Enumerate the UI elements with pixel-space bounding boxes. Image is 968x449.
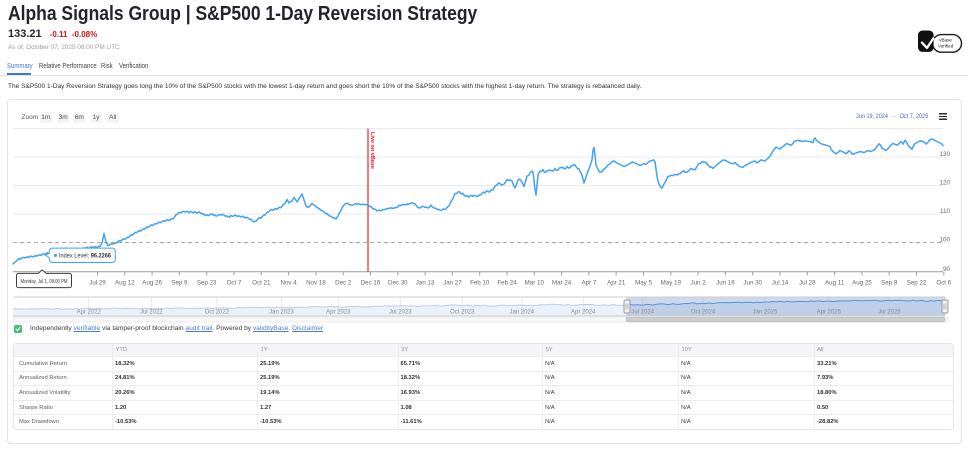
svg-text:Jan 27: Jan 27 bbox=[443, 280, 462, 287]
svg-text:Nov 4: Nov 4 bbox=[281, 280, 298, 287]
svg-text:Jun 30: Jun 30 bbox=[743, 280, 762, 287]
svg-text:Dec 30: Dec 30 bbox=[388, 280, 408, 287]
svg-text:Feb 10: Feb 10 bbox=[470, 280, 490, 287]
svg-text:Jul 14: Jul 14 bbox=[772, 280, 789, 287]
svg-text:110: 110 bbox=[940, 208, 951, 215]
svg-text:May 19: May 19 bbox=[661, 280, 682, 287]
svg-text:Oct 21: Oct 21 bbox=[252, 280, 271, 287]
svg-text:Aug 26: Aug 26 bbox=[142, 280, 162, 287]
svg-text:Sep 9: Sep 9 bbox=[171, 280, 188, 287]
svg-text:Apr 21: Apr 21 bbox=[607, 280, 626, 287]
svg-text:Jul 2022: Jul 2022 bbox=[140, 310, 163, 316]
svg-text:130: 130 bbox=[939, 151, 950, 158]
svg-text:Apr 2022: Apr 2022 bbox=[77, 310, 102, 316]
svg-text:Index Level: 96.2266: Index Level: 96.2266 bbox=[59, 254, 112, 260]
svg-text:Oct 2024: Oct 2024 bbox=[691, 310, 716, 316]
svg-text:120: 120 bbox=[939, 180, 950, 187]
svg-text:Verified: Verified bbox=[938, 44, 954, 49]
svg-text:Apr 2025: Apr 2025 bbox=[817, 310, 842, 316]
svg-text:Sep 23: Sep 23 bbox=[197, 280, 217, 287]
svg-text:Dec 16: Dec 16 bbox=[361, 280, 381, 287]
svg-text:Sep 22: Sep 22 bbox=[907, 280, 927, 287]
svg-text:Sep 8: Sep 8 bbox=[881, 280, 898, 287]
svg-text:Feb 24: Feb 24 bbox=[497, 280, 517, 287]
svg-text:Oct 2022: Oct 2022 bbox=[205, 310, 230, 316]
svg-text:Jan 2023: Jan 2023 bbox=[269, 310, 294, 316]
svg-text:Apr 2023: Apr 2023 bbox=[326, 310, 351, 316]
svg-text:Live on vBase: Live on vBase bbox=[369, 132, 375, 169]
svg-text:Apr 2024: Apr 2024 bbox=[571, 310, 596, 316]
svg-text:Nov 18: Nov 18 bbox=[306, 280, 326, 287]
svg-text:Apr 7: Apr 7 bbox=[582, 280, 597, 287]
svg-text:Jul 2025: Jul 2025 bbox=[878, 310, 901, 316]
svg-text:Jul 29: Jul 29 bbox=[89, 280, 106, 287]
svg-text:Jan 2025: Jan 2025 bbox=[753, 310, 778, 316]
svg-text:Mar 10: Mar 10 bbox=[525, 280, 545, 287]
svg-text:Oct 2023: Oct 2023 bbox=[450, 310, 475, 316]
svg-text:Jan 13: Jan 13 bbox=[416, 280, 435, 287]
svg-text:Aug 25: Aug 25 bbox=[852, 280, 872, 287]
svg-text:Monday, Jul 1, 08:00 PM: Monday, Jul 1, 08:00 PM bbox=[21, 279, 68, 285]
svg-text:Jun 16: Jun 16 bbox=[716, 280, 735, 287]
svg-text:Oct 6: Oct 6 bbox=[936, 280, 951, 287]
svg-text:Jul 2023: Jul 2023 bbox=[389, 310, 412, 316]
svg-text:100: 100 bbox=[939, 237, 950, 244]
svg-text:May 5: May 5 bbox=[635, 280, 652, 287]
svg-text:Jun 2: Jun 2 bbox=[691, 280, 707, 287]
svg-text:Jul 28: Jul 28 bbox=[799, 280, 816, 287]
svg-text:vBase: vBase bbox=[939, 37, 952, 42]
svg-text:Oct 7: Oct 7 bbox=[227, 280, 242, 287]
svg-text:90: 90 bbox=[943, 266, 951, 273]
svg-text:Aug 12: Aug 12 bbox=[115, 280, 135, 287]
svg-text:Jan 2024: Jan 2024 bbox=[509, 310, 534, 316]
svg-text:Dec 2: Dec 2 bbox=[335, 280, 352, 287]
svg-text:Jul 2024: Jul 2024 bbox=[631, 310, 654, 316]
svg-text:Aug 11: Aug 11 bbox=[825, 280, 845, 287]
svg-text:Mar 24: Mar 24 bbox=[552, 280, 572, 287]
